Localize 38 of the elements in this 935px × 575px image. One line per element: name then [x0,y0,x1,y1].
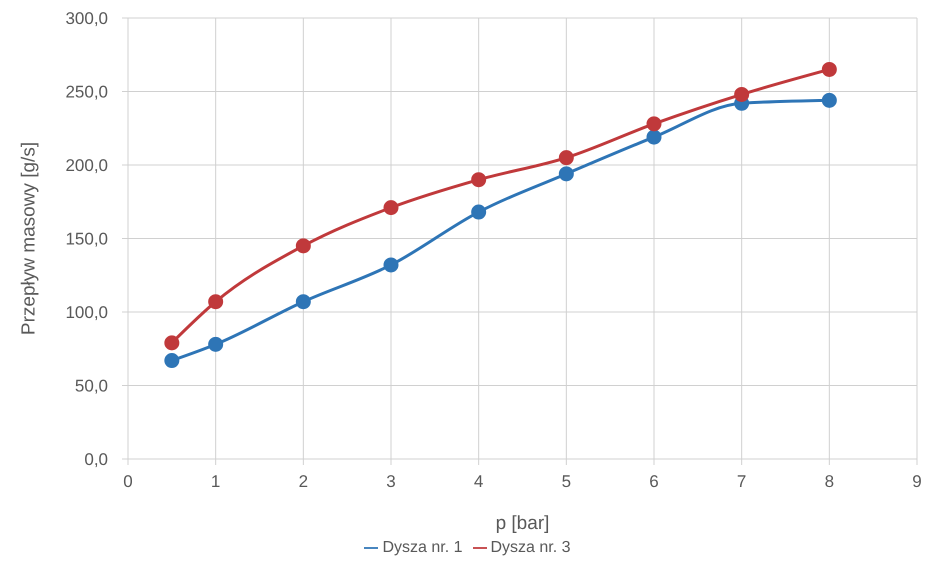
point [208,294,224,310]
point [734,86,750,102]
point [164,335,180,350]
point [208,336,224,352]
x-tick-label: 9 [912,472,922,492]
x-tick-label: 2 [298,472,308,492]
y-tick-label: 250,0 [65,82,108,102]
y-tick-label: 50,0 [74,376,108,396]
x-axis-title: p [bar] [496,513,550,534]
x-tick-label: 8 [824,472,834,492]
point [558,166,574,182]
point [296,294,311,310]
x-tick-label: 4 [474,472,484,492]
y-tick-label: 150,0 [65,230,108,249]
point [558,150,574,166]
point [822,92,837,108]
y-tick-label: 100,0 [65,303,108,322]
point [646,116,662,132]
point [822,62,837,77]
point [296,238,311,254]
point [646,130,662,145]
x-tick-label: 6 [649,472,659,492]
x-tick-label: 0 [123,472,133,492]
y-tick-label: 300,0 [65,9,108,28]
y-tick-label: 200,0 [65,156,108,176]
y-axis-title: Przepływ masowy [g/s] [18,142,40,336]
point [471,172,486,188]
legend-label: Dysza nr. 3 [490,539,571,556]
x-tick-label: 5 [562,472,572,492]
x-tick-label: 3 [386,472,396,492]
x-tick-label: 7 [736,472,746,492]
legend-label: Dysza nr. 1 [382,539,462,556]
x-tick-label: 1 [210,472,220,492]
point [384,257,398,272]
y-tick-label: 0,0 [84,450,108,470]
point [164,353,180,368]
point [384,200,398,216]
point [471,204,486,220]
